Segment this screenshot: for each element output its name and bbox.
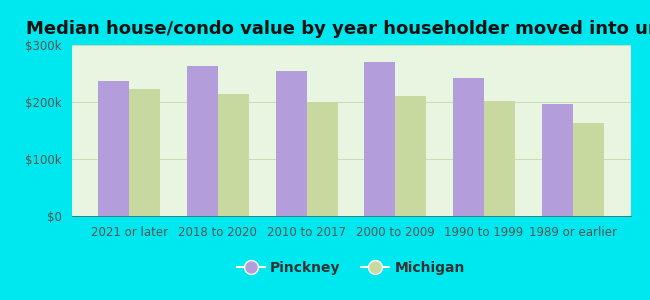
Title: Median house/condo value by year householder moved into unit: Median house/condo value by year househo… — [26, 20, 650, 38]
Bar — [129, 89, 161, 216]
Bar — [187, 66, 218, 216]
Bar — [364, 62, 395, 216]
Bar — [276, 70, 307, 216]
Bar — [453, 78, 484, 216]
Bar — [307, 102, 338, 216]
Bar — [573, 123, 604, 216]
Bar — [484, 101, 515, 216]
Legend: Pinckney, Michigan: Pinckney, Michigan — [231, 256, 471, 281]
Bar — [395, 96, 426, 216]
Bar — [541, 104, 573, 216]
Bar — [218, 94, 249, 216]
Bar — [98, 81, 129, 216]
